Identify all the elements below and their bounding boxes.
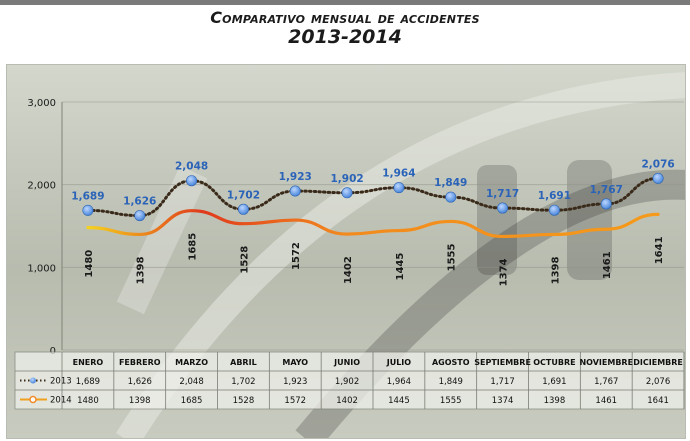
table-cell-2013: 1,902 xyxy=(335,377,359,387)
point-2013 xyxy=(341,187,353,199)
point-2013 xyxy=(134,210,146,222)
series-marks: 1,689 1,626 2,048 1,702 1,923 1,902 1,964 1,849… xyxy=(71,158,674,286)
legend-label-2013: 2013 xyxy=(50,377,72,387)
chart-subtitle: 2013-2014 xyxy=(288,26,402,48)
y-axis: 0 1,000 2,000 3,000 xyxy=(27,98,63,357)
point-2013 xyxy=(548,204,560,216)
data-label-2014: 1402 xyxy=(343,256,354,284)
category-label: DICIEMBRE xyxy=(633,358,683,367)
table-cell-2013: 1,689 xyxy=(76,377,100,387)
category-label: MARZO xyxy=(175,358,208,367)
table-cell-2013: 1,849 xyxy=(439,377,463,387)
data-label-2013: 2,048 xyxy=(175,161,208,173)
chart-title: Comparativo mensual de accidentes xyxy=(210,8,480,27)
table-cell-2014: 1398 xyxy=(544,396,566,406)
data-label-2014: 1445 xyxy=(395,253,406,281)
data-label-2014: 1374 xyxy=(499,258,510,286)
series-lines xyxy=(86,176,660,239)
table-cell-2014: 1461 xyxy=(595,396,617,406)
data-label-2014: 1572 xyxy=(291,242,302,270)
point-2013 xyxy=(393,182,405,194)
table-cell-2014: 1572 xyxy=(284,396,306,406)
category-label: ABRIL xyxy=(230,358,257,367)
point-2013 xyxy=(289,185,301,197)
legend-label-2014: 2014 xyxy=(50,396,72,406)
point-2013 xyxy=(445,191,457,203)
bg-arc xyxy=(115,72,685,438)
table-cell-2013: 1,626 xyxy=(128,377,152,387)
data-label-2014: 1398 xyxy=(550,256,561,284)
table-cell-2013: 1,691 xyxy=(542,377,566,387)
point-2013 xyxy=(82,204,94,216)
table-cell-2013: 1,702 xyxy=(231,377,255,387)
data-label-2013: 1,691 xyxy=(538,190,571,202)
table-cell-2014: 1685 xyxy=(181,396,203,406)
y-tick-label: 1,000 xyxy=(27,263,56,274)
data-label-2014: 1398 xyxy=(136,256,147,284)
legend-marker-2013 xyxy=(30,377,36,384)
grid xyxy=(62,101,684,351)
line-chart: 0 1,000 2,000 3,000 1,689 1,626 2,048 1,702 1,9… xyxy=(14,72,685,438)
series-2014-line xyxy=(86,209,660,239)
table-cell-2013: 1,717 xyxy=(490,377,514,387)
y-tick-label: 2,000 xyxy=(27,181,56,192)
data-label-2013: 2,076 xyxy=(641,158,674,170)
data-label-2014: 1528 xyxy=(239,246,250,274)
data-label-2013: 1,689 xyxy=(71,190,104,202)
y-tick-label: 3,000 xyxy=(27,98,56,109)
data-label-2013: 1,767 xyxy=(590,184,623,196)
category-label: NOVIEMBRE xyxy=(579,358,633,367)
point-2013 xyxy=(600,198,612,210)
category-label: JUNIO xyxy=(333,358,360,367)
legend-marker-2014 xyxy=(29,395,37,404)
top-rule xyxy=(0,0,690,5)
table-cell-2013: 1,964 xyxy=(387,377,411,387)
point-2013 xyxy=(237,203,249,215)
table-cell-2014: 1528 xyxy=(233,396,255,406)
table-frame xyxy=(14,351,685,410)
table-cell-2014: 1402 xyxy=(336,396,358,406)
data-label-2014: 1480 xyxy=(84,250,95,278)
table-cell-2013: 1,923 xyxy=(283,377,307,387)
data-label-2013: 1,923 xyxy=(279,171,312,183)
table-cell-2013: 1,767 xyxy=(594,377,618,387)
category-label: OCTUBRE xyxy=(533,358,575,367)
data-label-2014: 1461 xyxy=(602,251,613,279)
table-cell-2014: 1480 xyxy=(77,396,99,406)
point-2013 xyxy=(186,175,198,187)
category-label: ENERO xyxy=(73,358,104,367)
point-2013 xyxy=(497,202,509,214)
data-label-2014: 1641 xyxy=(654,236,665,264)
category-label: SEPTIEMBRE xyxy=(474,358,531,367)
data-label-2013: 1,849 xyxy=(434,177,467,189)
category-label: MAYO xyxy=(282,358,308,367)
series-2013-line xyxy=(86,176,660,218)
table-cell-2014: 1398 xyxy=(129,396,151,406)
bg-digit xyxy=(477,165,517,275)
data-label-2013: 1,626 xyxy=(123,196,156,208)
bg-digit xyxy=(567,160,612,280)
point-2013 xyxy=(652,172,664,184)
table-cell-2014: 1445 xyxy=(388,396,410,406)
y-tick-label: 0 xyxy=(50,346,56,357)
category-label: AGOSTO xyxy=(432,358,470,367)
table-cell-2013: 2,076 xyxy=(646,377,670,387)
data-label-2014: 1685 xyxy=(188,233,199,261)
table-cell-2013: 2,048 xyxy=(179,377,203,387)
data-label-2013: 1,702 xyxy=(227,189,260,201)
chart-panel: 0 1,000 2,000 3,000 1,689 1,626 2,048 1,702 1,9… xyxy=(6,64,686,439)
table-cell-2014: 1555 xyxy=(440,396,462,406)
table-cell-2014: 1374 xyxy=(492,396,514,406)
data-label-2013: 1,964 xyxy=(382,168,415,180)
data-label-2013: 1,902 xyxy=(330,173,363,185)
data-label-2014: 1555 xyxy=(447,244,458,272)
category-label: JULIO xyxy=(386,358,412,367)
data-label-2013: 1,717 xyxy=(486,188,519,200)
category-label: FEBRERO xyxy=(119,358,161,367)
data-table: ENERO FEBRERO MARZO ABRIL MAYO JUNIO JULIO AGOS… xyxy=(14,351,685,410)
bg-bar xyxy=(116,165,208,315)
table-cell-2014: 1641 xyxy=(647,396,669,406)
